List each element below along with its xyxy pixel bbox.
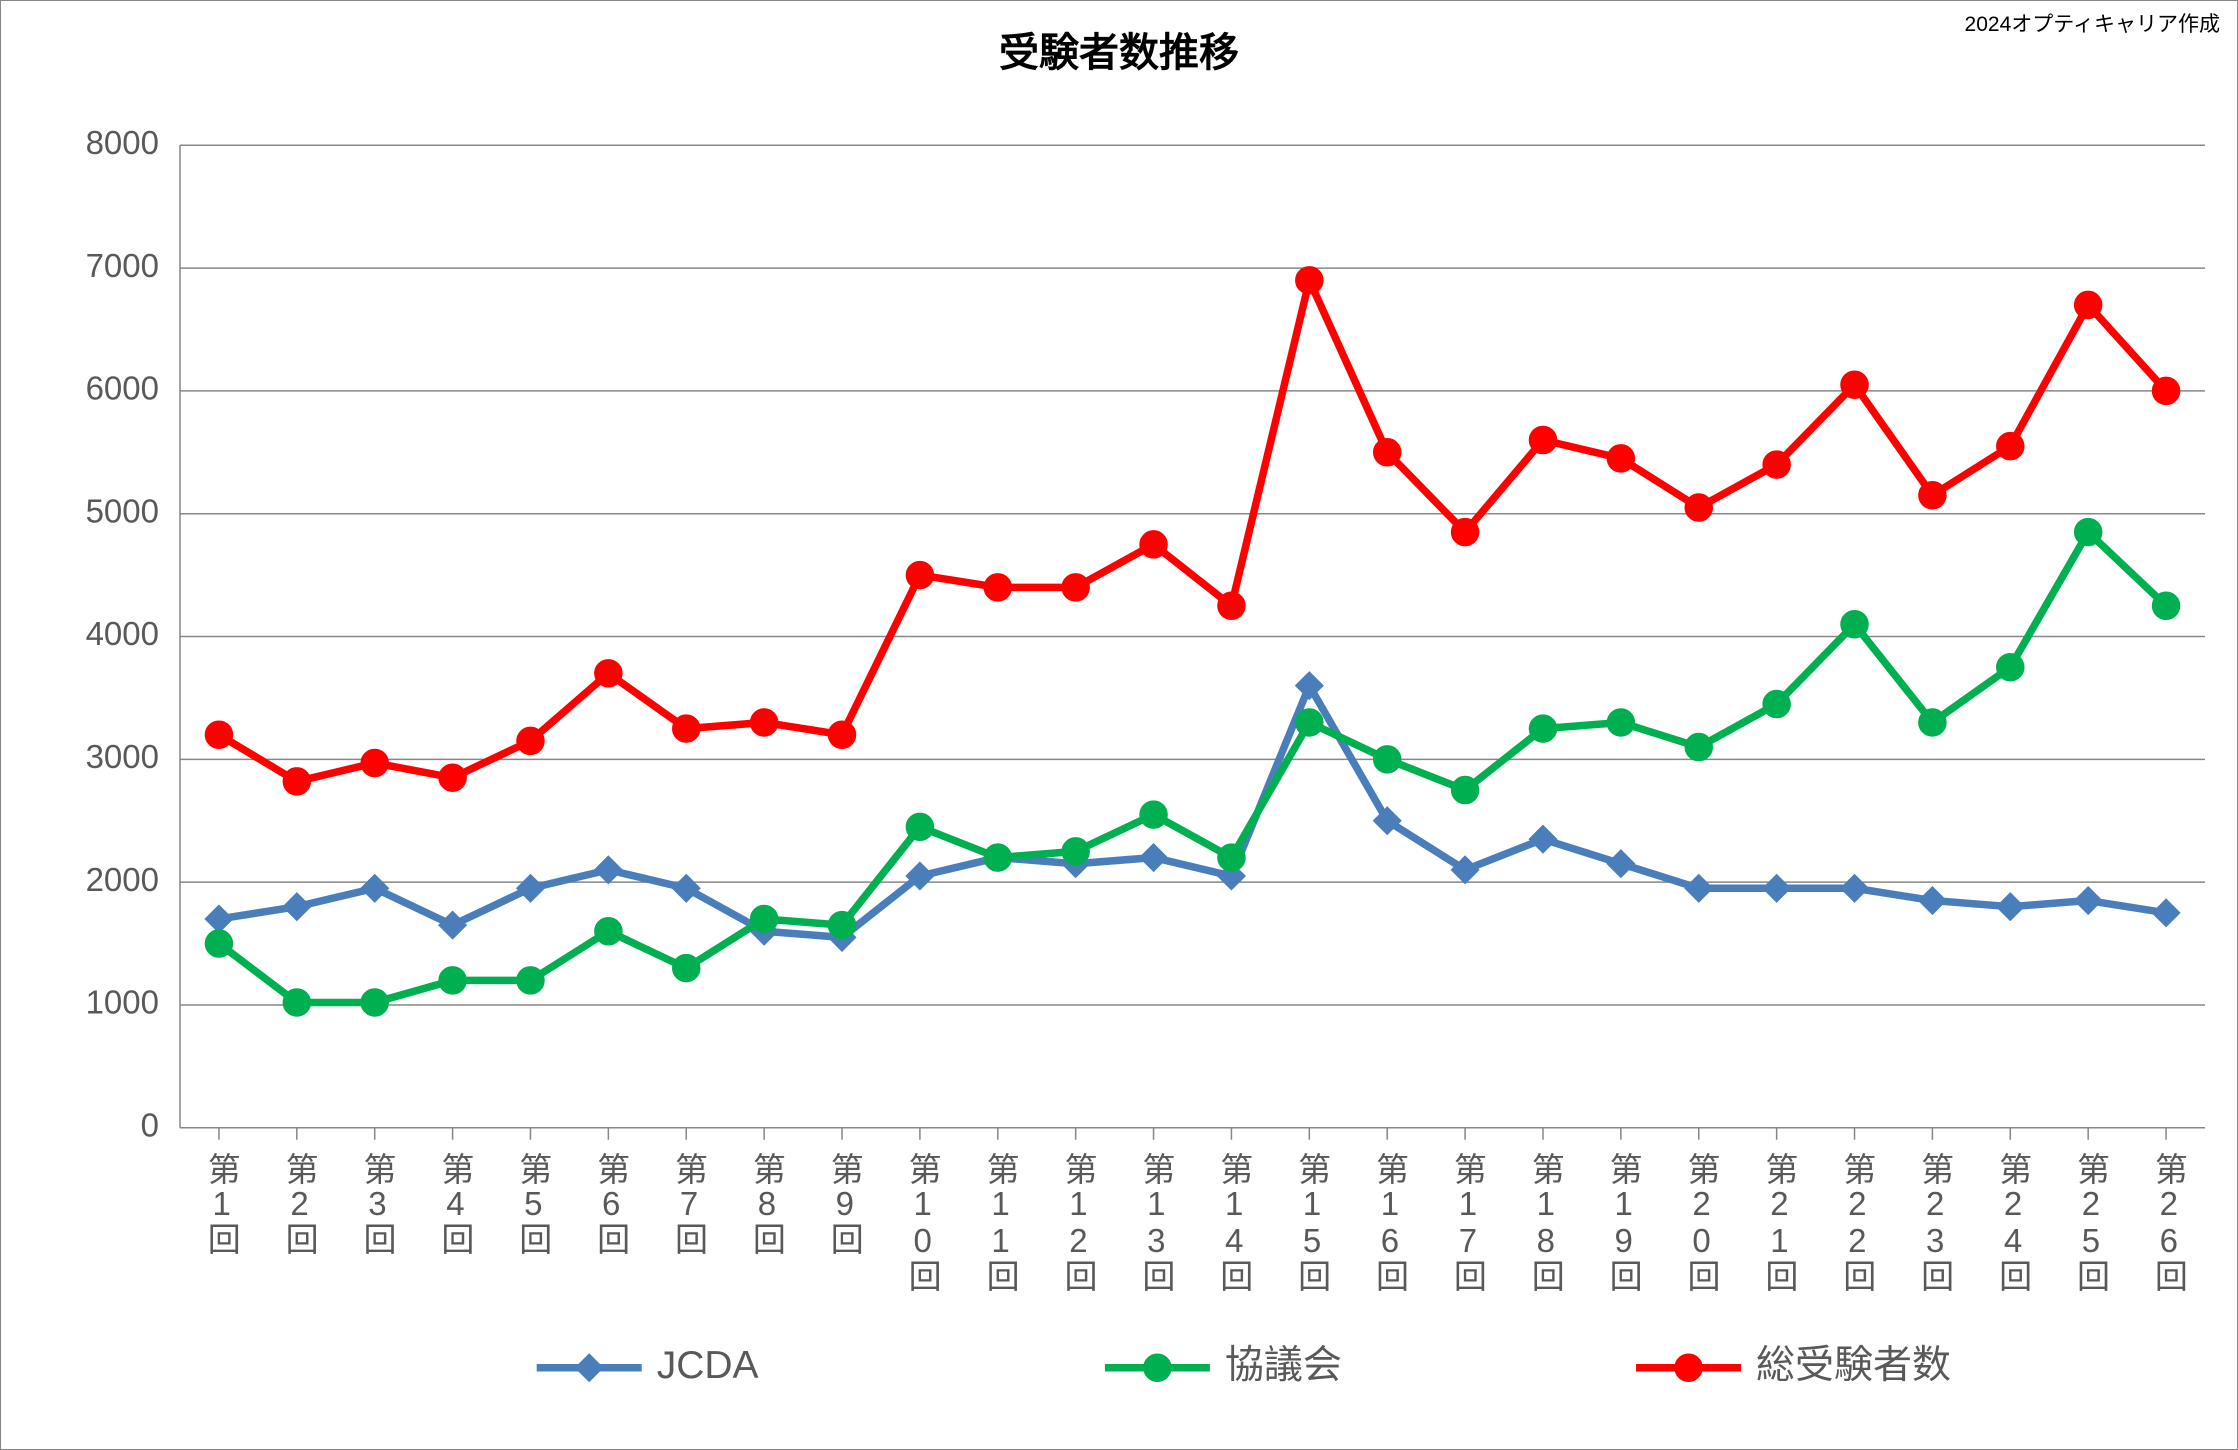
chart-container: 2024オプティキャリア作成 受験者数推移 010002000300040005…	[0, 0, 2238, 1450]
chart-title: 受験者数推移	[0, 20, 2238, 78]
chart-border	[0, 0, 2238, 1450]
